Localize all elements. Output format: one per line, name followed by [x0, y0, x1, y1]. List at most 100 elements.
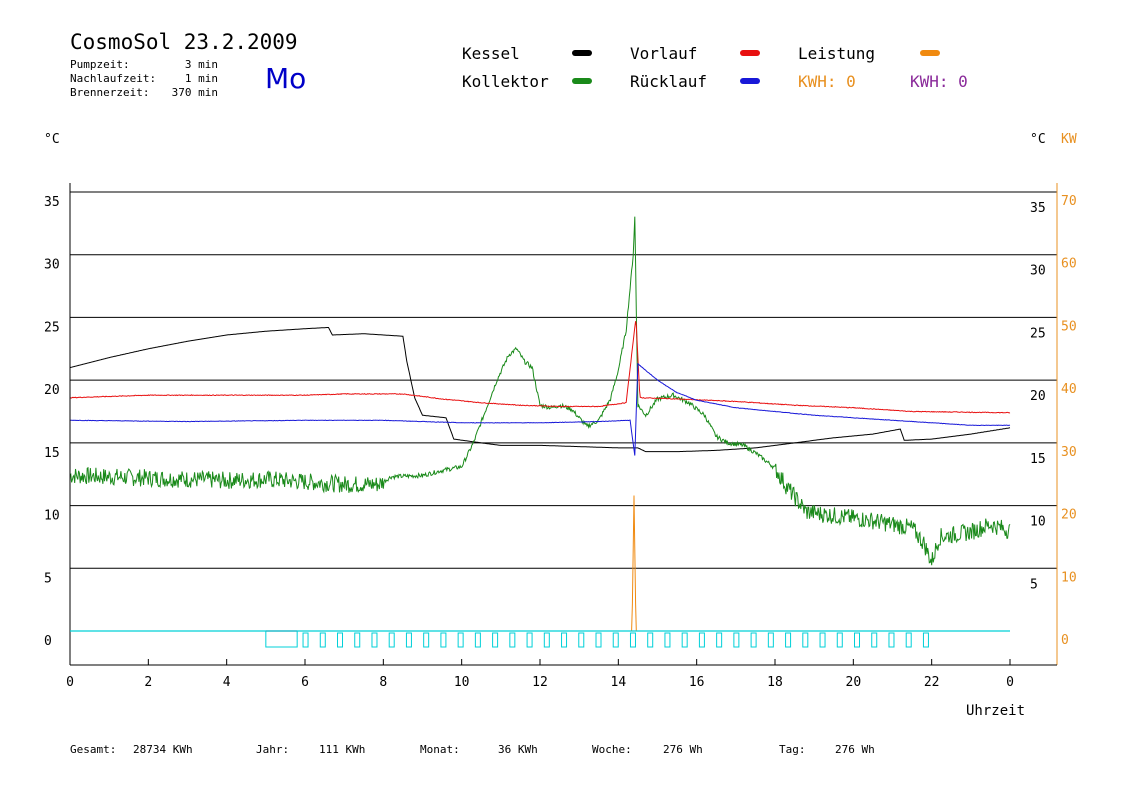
- legend-kessel-label: Kessel: [462, 44, 520, 63]
- kw-tick-label: 40: [1061, 382, 1077, 397]
- kw-tick-label: 10: [1061, 570, 1077, 585]
- y-tick-label: 35: [44, 195, 60, 210]
- chart-grid: [70, 191, 1057, 569]
- series-line-rücklauf: [69, 362, 1011, 456]
- x-tick-label: 12: [532, 675, 548, 690]
- pump-cycle: [337, 632, 344, 648]
- pump-cycle: [371, 632, 378, 648]
- pump-cycle: [595, 632, 602, 648]
- x-tick-label: 16: [689, 675, 705, 690]
- footer-jahr-value: 111 KWh: [319, 743, 366, 756]
- x-tick-label: 22: [924, 675, 940, 690]
- nachlaufzeit-value: 1 min: [184, 72, 218, 85]
- pump-cycle: [819, 632, 826, 648]
- pump-cycle: [767, 632, 774, 648]
- series-line-kessel: [69, 327, 1011, 453]
- footer-woche-label: Woche:: [592, 743, 632, 756]
- pump-cycle: [836, 632, 843, 648]
- pump-cycle: [543, 632, 550, 648]
- pump-cycle: [440, 632, 447, 648]
- chart-axes: [69, 183, 1058, 666]
- legend-ruecklauf-swatch: [740, 78, 760, 84]
- x-tick-label: 0: [1006, 675, 1014, 690]
- y-tick-label: 0: [44, 634, 52, 649]
- legend-kollektor-label: Kollektor: [462, 72, 549, 91]
- footer-tag-label: Tag:: [779, 743, 806, 756]
- pump-cycle: [647, 632, 654, 648]
- y-tick-label: 10: [44, 509, 60, 524]
- brennerzeit-value: 370 min: [171, 86, 218, 99]
- y-right-tick-label: 30: [1030, 264, 1046, 279]
- legend-ruecklauf-label: Rücklauf: [630, 72, 708, 91]
- x-tick-label: 6: [301, 675, 309, 690]
- y-tick-label: 5: [44, 571, 52, 586]
- y-tick-label: 30: [44, 258, 60, 273]
- x-tick-label: 10: [454, 675, 470, 690]
- kw-tick-label: 70: [1061, 194, 1077, 209]
- pump-cycle: [733, 632, 740, 648]
- x-axis-label: Uhrzeit: [966, 703, 1025, 719]
- x-tick-label: 8: [379, 675, 387, 690]
- right-axis-kw-unit: KW: [1061, 132, 1077, 147]
- x-tick-label: 18: [767, 675, 783, 690]
- kw-tick-label: 60: [1061, 257, 1077, 272]
- y-right-tick-label: 35: [1030, 201, 1046, 216]
- x-tick-label: 2: [144, 675, 152, 690]
- kw-tick-label: 20: [1061, 508, 1077, 523]
- pump-cycle: [319, 632, 326, 648]
- series-line-vorlauf: [69, 321, 1011, 414]
- legend-kessel-swatch: [572, 50, 592, 56]
- footer-tag-value: 276 Wh: [835, 743, 875, 756]
- pump-cycle: [750, 632, 757, 648]
- pumpzeit-label: Pumpzeit:: [70, 58, 130, 71]
- y-tick-label: 20: [44, 383, 60, 398]
- x-tick-label: 20: [846, 675, 862, 690]
- pump-block: [265, 630, 298, 648]
- pump-cycle: [509, 632, 516, 648]
- pump-cycle: [474, 632, 481, 648]
- x-tick-label: 0: [66, 675, 74, 690]
- pump-cycle: [681, 632, 688, 648]
- pump-cycle: [612, 632, 619, 648]
- pump-cycle: [457, 632, 464, 648]
- footer-gesamt-value: 28734 KWh: [133, 743, 193, 756]
- footer-monat-label: Monat:: [420, 743, 460, 756]
- y-tick-label: 25: [44, 320, 60, 335]
- kw-tick-label: 50: [1061, 319, 1077, 334]
- kw-tick-label: 0: [1061, 633, 1069, 648]
- pumpzeit-value: 3 min: [184, 58, 218, 71]
- pump-cycle: [388, 632, 395, 648]
- pump-cycle: [354, 632, 361, 648]
- pump-cycle: [302, 632, 309, 648]
- pump-activity-track: [265, 630, 929, 648]
- legend-kollektor-swatch: [572, 78, 592, 84]
- legend-vorlauf-label: Vorlauf: [630, 44, 698, 63]
- y-right-tick-label: 20: [1030, 389, 1046, 404]
- pump-cycle: [405, 632, 412, 648]
- series-line-kollektor: [69, 216, 1011, 566]
- x-tick-label: 4: [223, 675, 231, 690]
- pump-cycle: [526, 632, 533, 648]
- pump-cycle: [423, 632, 430, 648]
- footer-monat-value: 36 KWh: [498, 743, 538, 756]
- pump-cycle: [785, 632, 792, 648]
- weekday-label: Mo: [265, 62, 307, 95]
- legend-kwh-total: KWH: 0: [910, 72, 968, 91]
- y-right-tick-label: 25: [1030, 326, 1046, 341]
- pump-cycle: [922, 632, 929, 648]
- pump-cycle: [802, 632, 809, 648]
- y-right-tick-label: 15: [1030, 452, 1046, 467]
- y-tick-label: 15: [44, 446, 60, 461]
- pump-cycle: [629, 632, 636, 648]
- y-right-tick-label: 5: [1030, 577, 1038, 592]
- pump-cycle: [888, 632, 895, 648]
- footer-gesamt-label: Gesamt:: [70, 743, 117, 756]
- legend-kwh-leistung: KWH: 0: [798, 72, 856, 91]
- left-axis-unit: °C: [44, 132, 60, 147]
- x-tick-label: 14: [611, 675, 627, 690]
- chart-tick-labels: 0 2 4 6 8 10 12 14 16 18 20 22 0 0 5 10 15 20 25 30 35 5 10 15 2…: [44, 194, 1077, 690]
- y-right-tick-label: 10: [1030, 515, 1046, 530]
- pump-cycle: [716, 632, 723, 648]
- page-title: CosmoSol 23.2.2009: [70, 30, 298, 54]
